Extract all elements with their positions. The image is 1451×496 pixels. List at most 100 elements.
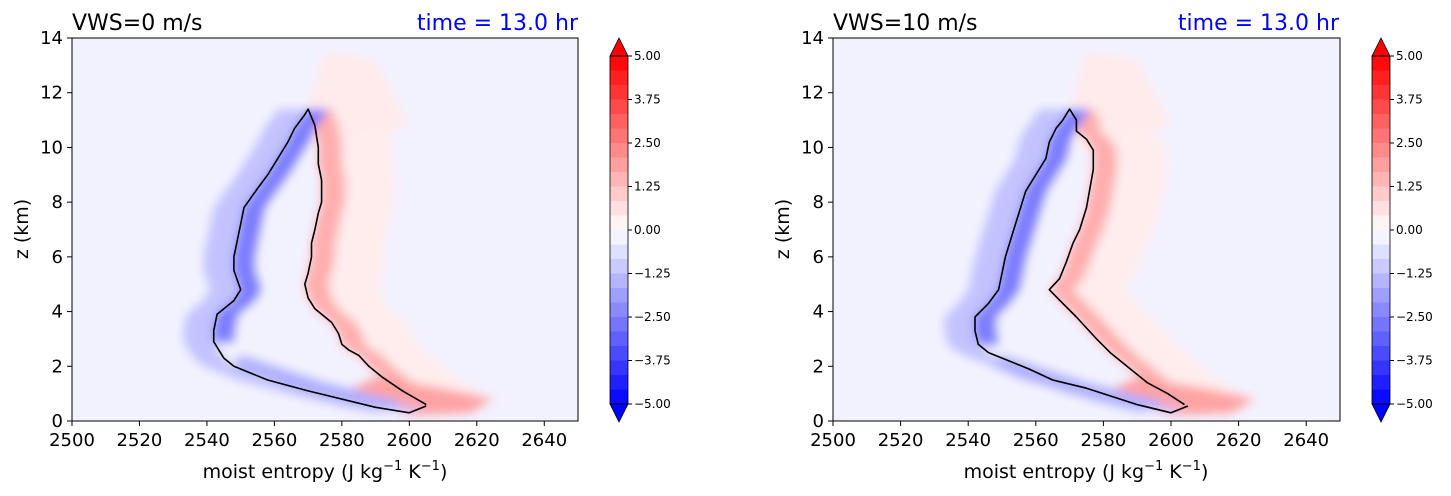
colorbar-level xyxy=(610,56,628,71)
negative-surface-tongue xyxy=(995,355,1165,411)
time-label: time = 13.0 hr xyxy=(1178,11,1340,36)
y-tick-label: 14 xyxy=(801,28,824,49)
plot-area xyxy=(71,37,579,422)
colorbar-level xyxy=(610,259,628,274)
colorbar-level xyxy=(610,114,628,129)
y-tick-label: 6 xyxy=(813,247,824,268)
colorbar-level xyxy=(610,389,628,405)
y-tick-label: 12 xyxy=(40,83,63,104)
x-tick-label: 2500 xyxy=(810,430,856,451)
colorbar-level xyxy=(610,128,628,144)
colorbar-level xyxy=(610,143,628,158)
colorbar-level xyxy=(610,273,628,289)
x-tick-label: 2640 xyxy=(1283,430,1329,451)
colorbar-level xyxy=(1372,244,1390,260)
y-tick-label: 2 xyxy=(813,356,824,377)
axes-frame xyxy=(832,37,1341,422)
colorbar-level xyxy=(610,172,628,187)
panel-vws-10: VWS=10 m/s time = 13.0 hr 2500 2520 2540 25… xyxy=(772,11,1433,483)
x-tick-label: 2580 xyxy=(319,430,365,451)
colorbar-tick-label: 5.00 xyxy=(634,49,661,63)
colorbar-level xyxy=(1372,128,1390,144)
y-tick-label: 0 xyxy=(813,411,824,432)
colorbar-level xyxy=(610,360,628,376)
colorbar-tick-label: 2.50 xyxy=(1396,136,1423,150)
colorbar-level xyxy=(1372,346,1390,361)
x-tick-label: 2500 xyxy=(49,430,95,451)
colorbar-tick-label: −2.50 xyxy=(1396,310,1433,324)
colorbar-level xyxy=(610,375,628,390)
x-tick-label: 2520 xyxy=(117,430,163,451)
anomaly-field xyxy=(183,51,501,416)
y-tick-label: 10 xyxy=(801,137,824,158)
y-tick-labels: 0 2 4 6 8 10 12 14 xyxy=(801,28,833,432)
colorbar-level xyxy=(610,302,628,318)
colorbar-tick-label: −5.00 xyxy=(1396,397,1433,411)
colorbar-tick-label: 0.00 xyxy=(1396,223,1423,237)
colorbar-tick-label: −2.50 xyxy=(634,310,671,324)
panel-vws-0: VWS=0 m/s time = 13.0 hr 2500 2520 2540 256… xyxy=(11,11,671,483)
colorbar-level xyxy=(1372,331,1390,347)
x-axis-label: moist entropy (J kg−1 K−1) xyxy=(964,459,1209,483)
colorbar-level xyxy=(610,99,628,115)
axes-frame xyxy=(71,37,579,422)
colorbar-tick-label: −1.25 xyxy=(1396,267,1433,281)
colorbar-extend-max xyxy=(1371,37,1391,57)
colorbar-extend-min xyxy=(609,403,629,423)
y-tick-label: 4 xyxy=(52,302,63,323)
colorbar-level xyxy=(1372,360,1390,376)
colorbar-level xyxy=(1372,215,1390,231)
colorbar-level xyxy=(610,186,628,202)
y-tick-label: 6 xyxy=(52,247,63,268)
x-tick-label: 2600 xyxy=(1148,430,1194,451)
colorbar-extend-max xyxy=(609,37,629,57)
colorbar-level xyxy=(1372,317,1390,332)
colorbar-level xyxy=(1372,56,1390,71)
y-axis-label: z (km) xyxy=(11,199,33,259)
y-tick-label: 0 xyxy=(52,411,63,432)
x-tick-labels: 2500 2520 2540 2560 2580 2600 2620 2640 xyxy=(49,421,567,451)
chart-title: VWS=0 m/s xyxy=(72,11,203,36)
colorbar-tick-label: 5.00 xyxy=(1396,49,1423,63)
chart-title: VWS=10 m/s xyxy=(833,11,978,36)
colorbar-level xyxy=(610,317,628,332)
colorbar-level xyxy=(610,85,628,100)
colorbar-level xyxy=(1372,375,1390,390)
y-tick-label: 8 xyxy=(52,192,63,213)
x-tick-label: 2620 xyxy=(1216,430,1262,451)
colorbar-level xyxy=(610,230,628,245)
y-axis-label: z (km) xyxy=(772,199,794,259)
time-label: time = 13.0 hr xyxy=(417,11,579,36)
colorbar-level xyxy=(1372,143,1390,158)
y-tick-labels: 0 2 4 6 8 10 12 14 xyxy=(40,28,72,432)
colorbar-level xyxy=(610,70,628,86)
colorbar-level xyxy=(610,288,628,303)
contour-line xyxy=(974,108,1189,414)
colorbar-level xyxy=(610,346,628,361)
negative-core xyxy=(975,109,1090,345)
colorbar-level xyxy=(1372,70,1390,86)
plot-area xyxy=(832,37,1341,422)
colorbar-tick-label: 2.50 xyxy=(634,136,661,150)
x-tick-label: 2540 xyxy=(184,430,230,451)
colorbar-level xyxy=(1372,157,1390,173)
x-axis-label: moist entropy (J kg−1 K−1) xyxy=(203,459,448,483)
colorbar-tick-label: −1.25 xyxy=(634,267,671,281)
colorbar-level xyxy=(1372,201,1390,216)
x-tick-labels: 2500 2520 2540 2560 2580 2600 2620 2640 xyxy=(810,421,1329,451)
colorbar-level xyxy=(610,331,628,347)
colorbar-level xyxy=(1372,85,1390,100)
x-tick-label: 2560 xyxy=(1013,430,1059,451)
x-tick-label: 2520 xyxy=(878,430,924,451)
colorbar-tick-label: 3.75 xyxy=(1396,93,1423,107)
negative-band-outer xyxy=(944,109,1188,413)
colorbar-level xyxy=(1372,302,1390,318)
negative-core xyxy=(213,109,329,342)
colorbar-level xyxy=(1372,288,1390,303)
colorbar-level xyxy=(1372,172,1390,187)
colorbar-level xyxy=(1372,186,1390,202)
x-tick-label: 2580 xyxy=(1080,430,1126,451)
negative-surface-tongue xyxy=(233,355,403,411)
x-tick-label: 2600 xyxy=(386,430,432,451)
